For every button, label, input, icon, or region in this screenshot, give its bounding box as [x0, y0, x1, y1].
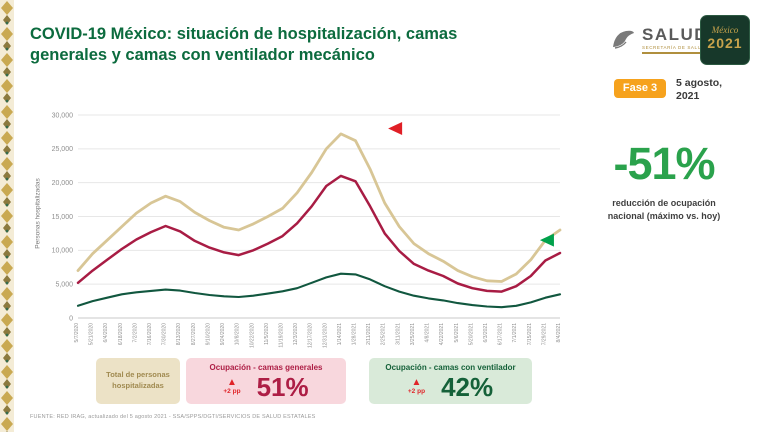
reduction-caption: reducción de ocupación nacional (máximo … [607, 198, 721, 221]
legend-camas-ventilador: Ocupación - camas con ventilador ▲ +2 pp… [369, 358, 532, 404]
salud-wordmark: SALUD [642, 25, 709, 44]
svg-text:7/15/2021: 7/15/2021 [527, 323, 533, 345]
svg-text:10/22/2020: 10/22/2020 [249, 323, 255, 348]
svg-text:7/1/2021: 7/1/2021 [512, 323, 518, 343]
svg-text:8/27/2020: 8/27/2020 [191, 323, 197, 345]
hospitalization-line-chart: 0 5,000 10,000 15,000 20,000 25,000 30,000 5/7/… [52, 112, 562, 348]
legend-ventilador-row: ▲ +2 pp 42% [373, 373, 528, 402]
date-label: 5 agosto, 2021 [676, 77, 722, 102]
svg-text:15,000: 15,000 [52, 214, 74, 221]
svg-text:25,000: 25,000 [52, 146, 74, 153]
svg-text:2/25/2021: 2/25/2021 [381, 323, 387, 345]
svg-text:7/30/2020: 7/30/2020 [162, 323, 168, 345]
svg-text:7/16/2020: 7/16/2020 [147, 323, 153, 345]
svg-text:0: 0 [69, 315, 73, 322]
mexico-2021-word: México [711, 25, 739, 35]
svg-text:30,000: 30,000 [52, 112, 74, 119]
svg-text:7/29/2021: 7/29/2021 [541, 323, 547, 345]
legend-generales-title: Ocupación - camas generales [209, 363, 323, 372]
svg-text:6/3/2021: 6/3/2021 [483, 323, 489, 343]
eagle-icon [613, 30, 634, 49]
svg-text:8/13/2020: 8/13/2020 [176, 323, 182, 345]
source-note: FUENTE: RED IRAG, actualizado del 5 agos… [30, 414, 316, 420]
svg-text:12/31/2020: 12/31/2020 [322, 323, 328, 348]
salud-subtitle: SECRETARÍA DE SALUD [642, 45, 706, 50]
legend-ventilador-delta: ▲ +2 pp [408, 378, 425, 396]
decorative-border [0, 0, 14, 432]
legend-total-hospitalized: Total de personas hospitalizadas [96, 358, 180, 404]
legend-camas-generales: Ocupación - camas generales ▲ +2 pp 51% [186, 358, 346, 404]
mexico-2021-year: 2021 [707, 35, 743, 51]
svg-text:6/17/2021: 6/17/2021 [498, 323, 504, 345]
title-line-2: generales y camas con ventilador mecánic… [30, 46, 375, 65]
svg-text:9/24/2020: 9/24/2020 [220, 323, 226, 345]
svg-text:6/18/2020: 6/18/2020 [118, 323, 124, 345]
date-line-1: 5 agosto, [676, 77, 723, 89]
fase-badge: Fase 3 [614, 79, 666, 98]
svg-text:5,000: 5,000 [55, 282, 73, 289]
up-triangle-icon: ▲ [411, 377, 422, 389]
svg-text:12/17/2020: 12/17/2020 [308, 323, 314, 348]
reduction-value: -51% [613, 138, 715, 189]
svg-text:10/8/2020: 10/8/2020 [235, 323, 241, 345]
svg-text:2/11/2021: 2/11/2021 [366, 323, 372, 345]
legend-ventilador-delta-value: +2 pp [407, 388, 426, 396]
svg-text:1/28/2021: 1/28/2021 [352, 323, 358, 345]
svg-text:9/10/2020: 9/10/2020 [205, 323, 211, 345]
title-line-1: COVID-19 México: situación de hospitaliz… [30, 25, 458, 43]
svg-text:3/25/2021: 3/25/2021 [410, 323, 416, 345]
svg-text:7/2/2020: 7/2/2020 [132, 323, 138, 343]
svg-text:5/20/2021: 5/20/2021 [468, 323, 474, 345]
reduction-highlight: -51% reducción de ocupación nacional (má… [580, 138, 748, 222]
svg-text:8/4/2021: 8/4/2021 [556, 323, 562, 343]
salud-wordmark-block: SALUD SECRETARÍA DE SALUD [642, 25, 709, 54]
page-title: COVID-19 México: situación de hospitaliz… [30, 24, 590, 67]
legend-generales-row: ▲ +2 pp 51% [190, 373, 342, 402]
svg-text:4/22/2021: 4/22/2021 [439, 323, 445, 345]
legend-ventilador-value: 42% [441, 372, 494, 402]
svg-text:11/19/2020: 11/19/2020 [278, 323, 284, 348]
svg-text:5/6/2021: 5/6/2021 [454, 323, 460, 343]
legend-ventilador-title: Ocupación - camas con ventilador [385, 363, 516, 372]
svg-text:11/5/2020: 11/5/2020 [264, 323, 270, 345]
legend-generales-value: 51% [256, 372, 309, 402]
mexico-2021-logo: México 2021 [700, 15, 750, 65]
svg-text:4/8/2021: 4/8/2021 [425, 323, 431, 343]
svg-text:1/14/2021: 1/14/2021 [337, 323, 343, 345]
legend-generales-delta: ▲ +2 pp [223, 378, 240, 396]
svg-text:5/7/2020: 5/7/2020 [74, 323, 80, 343]
svg-text:5/21/2020: 5/21/2020 [89, 323, 95, 345]
svg-text:3/11/2021: 3/11/2021 [395, 323, 401, 345]
legend-generales-delta-value: +2 pp [223, 388, 241, 396]
svg-text:10,000: 10,000 [52, 248, 74, 255]
up-triangle-icon: ▲ [227, 377, 237, 389]
svg-text:20,000: 20,000 [52, 180, 74, 187]
salud-logo: SALUD SECRETARÍA DE SALUD [610, 25, 709, 54]
svg-text:6/4/2020: 6/4/2020 [103, 323, 109, 343]
date-line-2: 2021 [676, 89, 700, 102]
y-axis-title: Personas hospitalizadas [34, 178, 42, 249]
svg-text:12/3/2020: 12/3/2020 [293, 323, 299, 345]
